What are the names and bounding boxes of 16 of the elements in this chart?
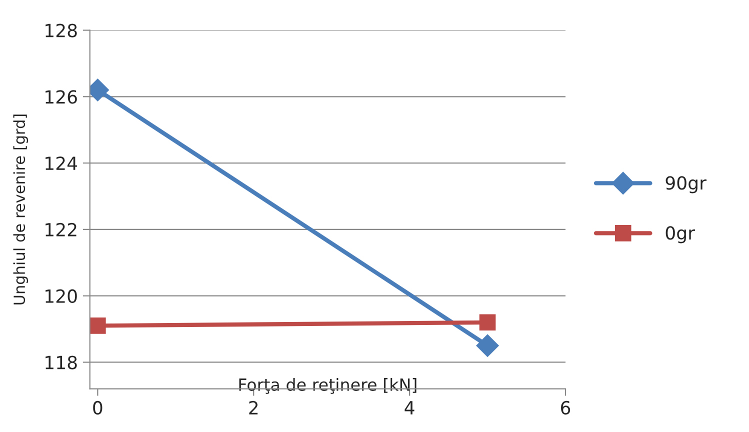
y-tick-label: 128 <box>46 24 77 38</box>
x-tick-label: 2 <box>249 400 258 414</box>
y-tick-label: 118 <box>46 356 77 370</box>
point <box>479 314 496 331</box>
y-axis-title: Unghiul de revenire [grd] <box>13 114 28 304</box>
x-tick-label: 6 <box>561 400 570 415</box>
y-tick-label: 120 <box>46 289 77 303</box>
y-tick-label: 124 <box>46 156 78 170</box>
x-tick-label: 4 <box>404 401 414 414</box>
point <box>90 318 106 334</box>
y-tick-label: 126 <box>46 90 77 104</box>
legend-label: 90gr <box>666 176 706 194</box>
x-axis-title: Forţa de reţinere [kN] <box>239 378 416 394</box>
legend-label: 0gr <box>666 226 695 244</box>
x-tick-label: 0 <box>93 400 102 415</box>
y-tick-label: 122 <box>46 222 76 236</box>
